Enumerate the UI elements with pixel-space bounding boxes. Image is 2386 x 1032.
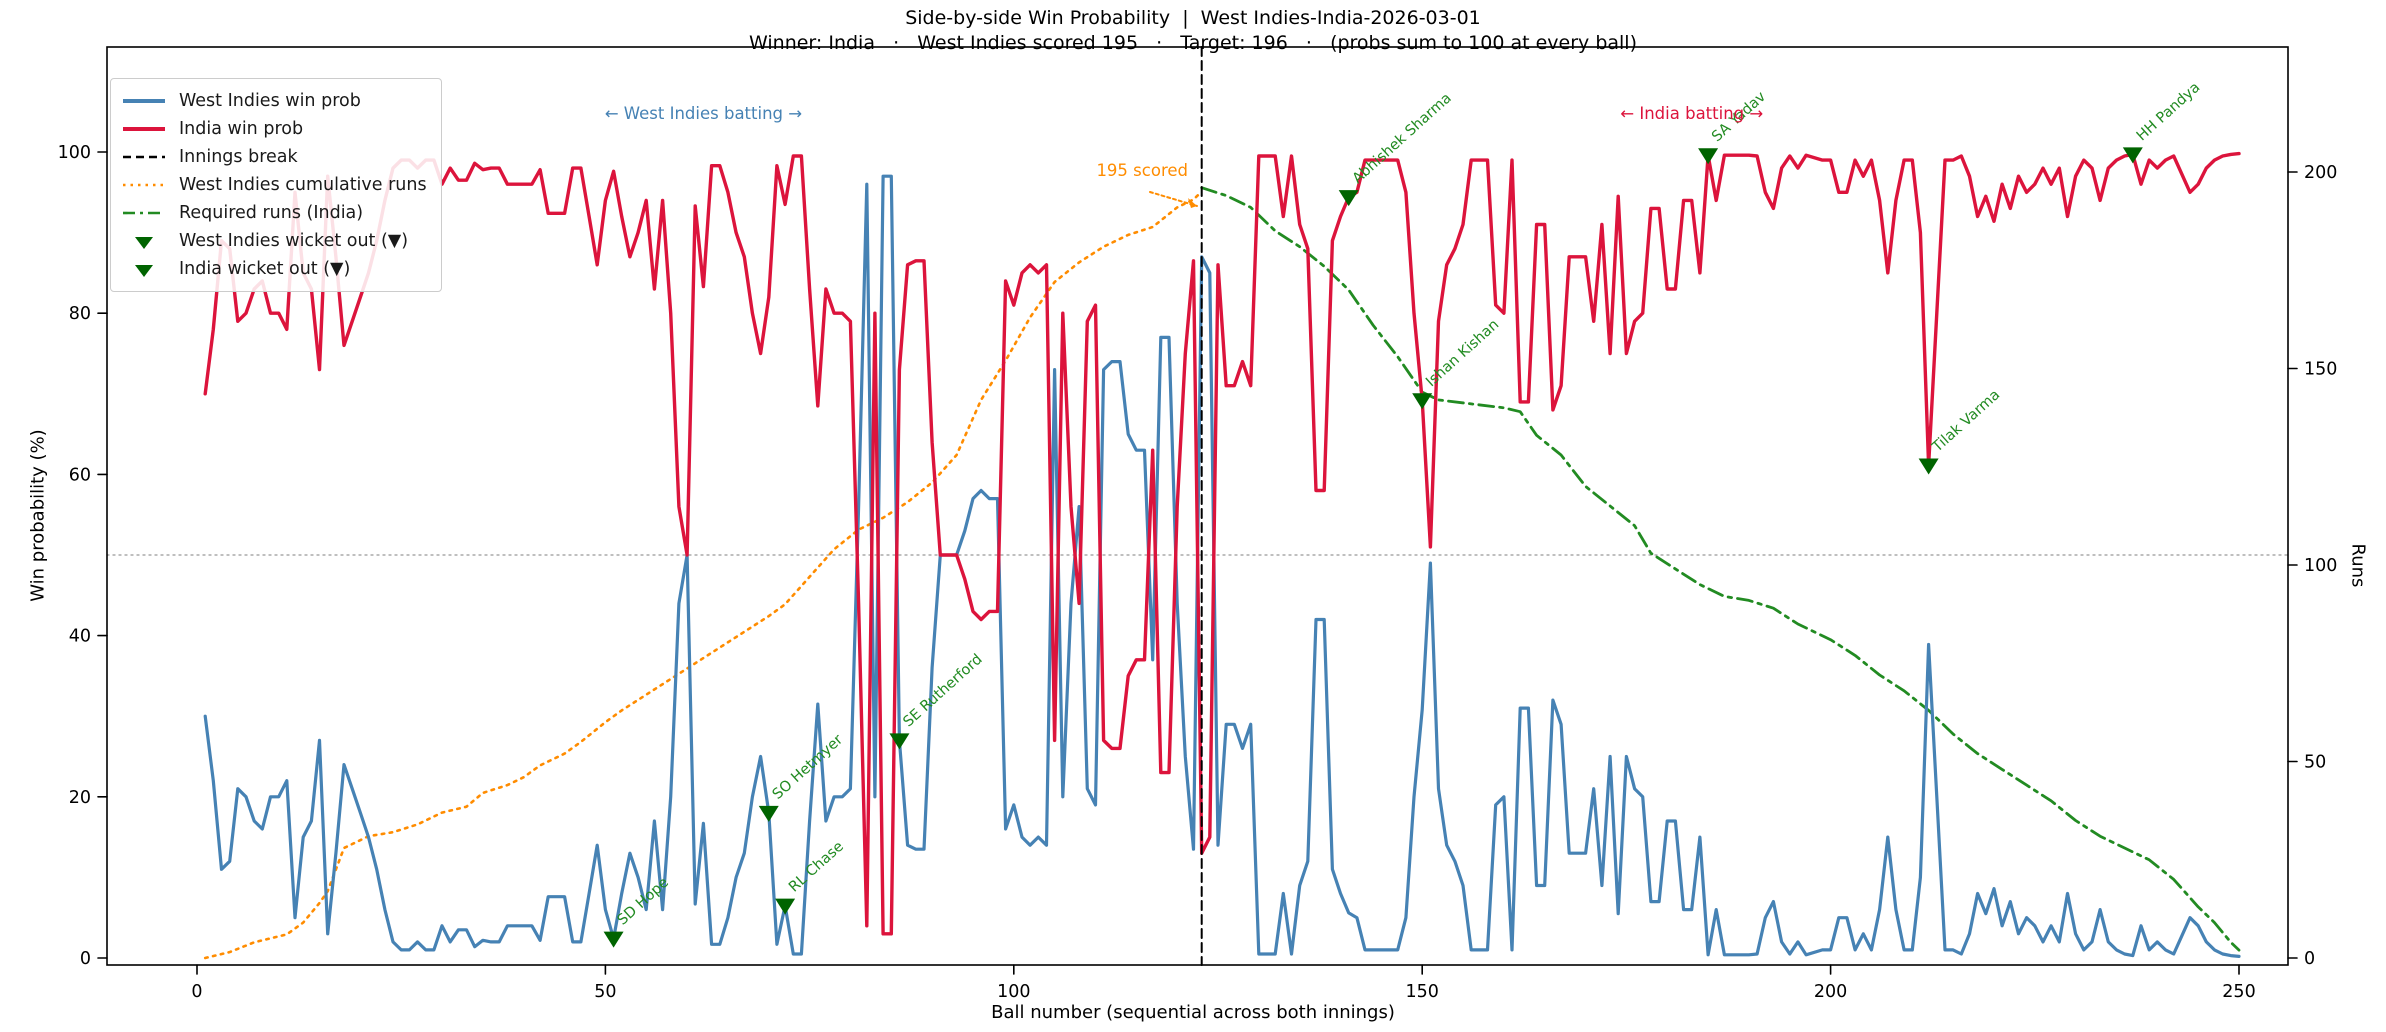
triangle-swatch-icon: [135, 265, 153, 277]
wi-wicket-marker: [758, 805, 779, 822]
india-wicket-label: Ishan Kishan: [1423, 317, 1502, 390]
chart-legend: West Indies win prob India win prob Inning…: [110, 78, 442, 292]
scored-annotation: 195 scored: [1096, 161, 1188, 180]
dashdot-swatch-icon: [123, 211, 165, 215]
india-wicket-label: Tilak Varma: [1929, 387, 2003, 456]
india-wicket-marker: [1698, 148, 1719, 165]
legend-item-3: West Indies cumulative runs: [121, 171, 427, 199]
y-left-tick-label: 40: [69, 627, 91, 647]
y-right-tick-label: 50: [2304, 753, 2326, 773]
x-tick-label: 50: [594, 982, 616, 1002]
dotted-swatch-icon: [123, 183, 165, 187]
legend-item-2: Innings break: [121, 143, 427, 171]
india-wicket-marker: [1412, 393, 1433, 410]
wi-wicket-marker: [603, 931, 624, 948]
y-axis-label-right: Runs: [2347, 543, 2369, 588]
y-left-tick-label: 80: [69, 304, 91, 324]
legend-item-5: West Indies wicket out (▼): [121, 227, 427, 255]
line-swatch-icon: [123, 99, 165, 103]
legend-item-label: Innings break: [179, 147, 298, 167]
chart-title: Side-by-side Win Probability | West Indi…: [905, 7, 1481, 29]
triangle-swatch-icon: [135, 237, 153, 249]
legend-item-0: West Indies win prob: [121, 87, 427, 115]
legend-item-label: India wicket out (▼): [179, 259, 351, 279]
india-batting-annotation: ← India batting →: [1620, 104, 1763, 123]
wi-wicket-marker: [775, 898, 796, 915]
india-wicket-marker: [1918, 458, 1939, 475]
india-wicket-marker: [2122, 147, 2143, 164]
x-tick-label: 0: [191, 982, 202, 1002]
india-win-prob-line: [203, 151, 2241, 936]
dashed-swatch-icon: [123, 155, 165, 159]
legend-item-1: India win prob: [121, 115, 427, 143]
wi-win-prob-line: [203, 174, 2241, 959]
plot-border: [106, 46, 2289, 966]
chart-subtitle: Winner: India · West Indies scored 195 ·…: [749, 32, 1637, 54]
y-left-tick-label: 20: [69, 788, 91, 808]
y-right-tick-label: 200: [2304, 163, 2337, 183]
legend-item-label: West Indies wicket out (▼): [179, 231, 409, 251]
legend-item-6: India wicket out (▼): [121, 255, 427, 283]
legend-item-label: West Indies cumulative runs: [179, 175, 427, 195]
wi-wicket-label: SO Hetmyer: [770, 732, 846, 803]
y-right-tick-label: 0: [2304, 949, 2315, 969]
title-block: Side-by-side Win Probability | West Indi…: [0, 6, 2386, 56]
x-tick-label: 250: [2222, 982, 2255, 1002]
legend-item-label: India win prob: [179, 119, 304, 139]
x-axis-label: Ball number (sequential across both inni…: [991, 1002, 1395, 1023]
legend-item-label: West Indies win prob: [179, 91, 361, 111]
wi-wicket-marker: [889, 733, 910, 750]
legend-item-4: Required runs (India): [121, 199, 427, 227]
required-runs-line: [1200, 186, 2241, 952]
wi-wicket-label: RL Chase: [786, 839, 847, 896]
line-swatch-icon: [123, 127, 165, 131]
x-tick-label: 150: [1405, 982, 1438, 1002]
y-left-tick-label: 60: [69, 465, 91, 485]
wi-wicket-label: SE Rutherford: [900, 651, 985, 730]
wi-batting-annotation: ← West Indies batting →: [605, 104, 803, 123]
legend-item-label: Required runs (India): [179, 203, 364, 223]
y-left-tick-label: 0: [80, 949, 91, 969]
y-right-tick-label: 150: [2304, 360, 2337, 380]
y-right-tick-label: 100: [2304, 556, 2337, 576]
wi-cumulative-runs-line: [203, 190, 1203, 960]
x-tick-label: 200: [1814, 982, 1847, 1002]
scored-arrowhead: [1188, 198, 1197, 208]
scored-arrow: [1149, 191, 1198, 207]
india-wicket-label: HH Pandya: [2134, 79, 2204, 144]
y-axis-label-left: Win probability (%): [27, 429, 49, 602]
x-tick-label: 100: [997, 982, 1030, 1002]
y-left-tick-label: 100: [58, 143, 91, 163]
india-wicket-marker: [1338, 190, 1359, 207]
